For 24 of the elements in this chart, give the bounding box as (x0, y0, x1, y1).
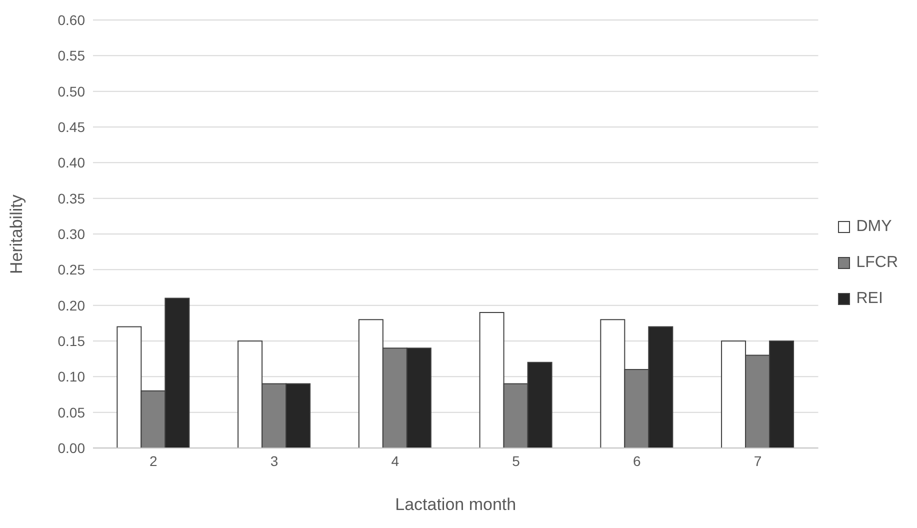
y-axis-title: Heritability (7, 194, 26, 274)
x-tick-label: 4 (391, 452, 400, 469)
x-tick-label: 2 (150, 452, 158, 469)
y-tick-label: 0.30 (58, 226, 86, 242)
y-tick-label: 0.25 (58, 262, 86, 278)
legend-label: LFCR (856, 254, 898, 272)
x-tick-label: 3 (270, 452, 278, 469)
legend-label: DMY (856, 218, 892, 236)
y-tick-label: 0.05 (58, 404, 86, 420)
x-tick-label: 6 (633, 452, 642, 469)
y-tick-label: 0.15 (58, 332, 86, 349)
y-tick-label: 0.10 (58, 368, 86, 385)
y-tick-label: 0.00 (58, 440, 86, 456)
x-axis-title: Lactation month (395, 495, 516, 514)
y-tick-label: 0.60 (58, 12, 86, 28)
x-tick-label: 5 (512, 452, 520, 469)
x-tick-label: 7 (754, 452, 762, 469)
y-tick-label: 0.35 (58, 190, 86, 206)
y-tick-label: 0.50 (58, 83, 86, 100)
y-tick-label: 0.45 (58, 118, 86, 135)
y-tick-label: 0.55 (58, 48, 86, 64)
legend-label: REI (856, 290, 883, 308)
y-tick-label: 0.20 (58, 297, 86, 314)
y-tick-label: 0.40 (58, 154, 86, 171)
